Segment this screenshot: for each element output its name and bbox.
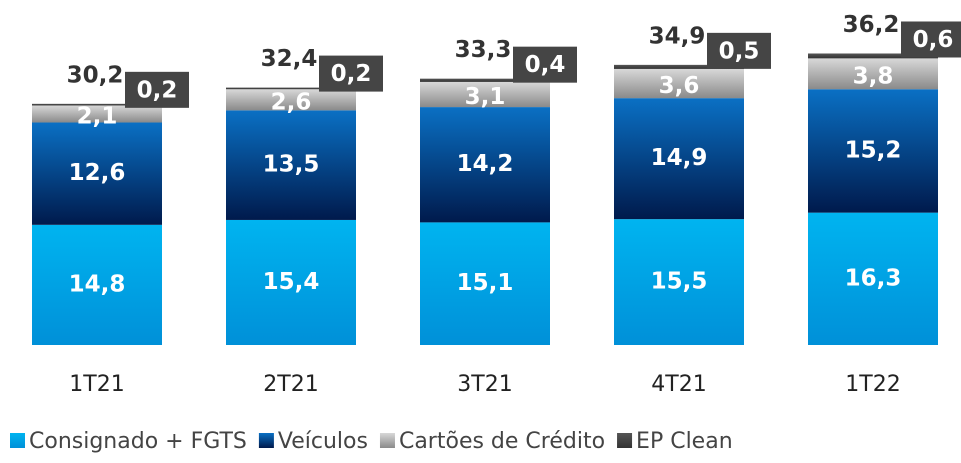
label-box [125, 71, 189, 108]
value-label: 2,1 [77, 103, 118, 129]
bar-segment [808, 58, 938, 90]
bar-segment [420, 222, 550, 345]
value-label: 3,8 [853, 63, 894, 89]
label-box [513, 46, 577, 83]
label-box [707, 32, 771, 69]
x-tick-label: 2T21 [263, 372, 318, 397]
total-label: 32,4 [261, 46, 318, 72]
bar-segment [226, 87, 356, 90]
value-label: 13,5 [263, 152, 320, 178]
legend-label: Veículos [278, 429, 368, 454]
total-label: 36,2 [843, 12, 900, 38]
value-label: 14,2 [457, 151, 514, 177]
bar-segment [420, 81, 550, 108]
total-label: 33,3 [455, 37, 512, 63]
value-label: 15,1 [457, 270, 514, 296]
value-label: 16,3 [845, 265, 902, 291]
bar-segment [226, 110, 356, 220]
value-label: 0,5 [719, 38, 760, 64]
value-label: 15,2 [845, 137, 902, 163]
bar-segment [808, 53, 938, 59]
legend-swatch [10, 433, 25, 448]
label-box [901, 21, 961, 58]
value-label: 0,4 [525, 52, 566, 78]
value-label: 12,6 [69, 160, 126, 186]
bar-segment [32, 103, 162, 106]
bar-segment [226, 219, 356, 345]
bar-segment [614, 64, 744, 69]
x-tick-label: 1T22 [845, 372, 900, 397]
bar-segment [614, 68, 744, 99]
bar-segment [32, 105, 162, 123]
value-label: 3,1 [465, 84, 506, 110]
bar-segment [226, 89, 356, 111]
bar-segment [808, 89, 938, 213]
bar-segment [420, 78, 550, 82]
value-label: 0,2 [137, 77, 178, 103]
bar-segment [32, 122, 162, 225]
value-label: 14,9 [651, 145, 708, 171]
x-tick-label: 1T21 [69, 372, 124, 397]
value-label: 14,8 [69, 271, 126, 297]
value-label: 0,6 [913, 27, 954, 53]
legend-swatch [617, 433, 633, 448]
total-label: 34,9 [649, 23, 706, 49]
legend-swatch [379, 433, 395, 448]
x-tick-label: 3T21 [457, 372, 512, 397]
value-label: 3,6 [659, 73, 700, 99]
value-label: 15,4 [263, 269, 320, 295]
bar-segment [32, 224, 162, 345]
total-label: 30,2 [67, 62, 124, 88]
legend-label: Cartões de Crédito [399, 429, 605, 454]
x-tick-label: 4T21 [651, 372, 706, 397]
value-label: 15,5 [651, 269, 708, 295]
legend-label: Consignado + FGTS [29, 429, 247, 454]
value-label: 0,2 [331, 61, 372, 87]
bar-segment [420, 107, 550, 223]
legend-label: EP Clean [636, 429, 733, 454]
value-label: 2,6 [271, 89, 312, 115]
bar-segment [614, 98, 744, 220]
label-box [319, 55, 383, 92]
legend-swatch [258, 433, 274, 448]
bar-segment [808, 212, 938, 345]
bar-segment [614, 219, 744, 345]
